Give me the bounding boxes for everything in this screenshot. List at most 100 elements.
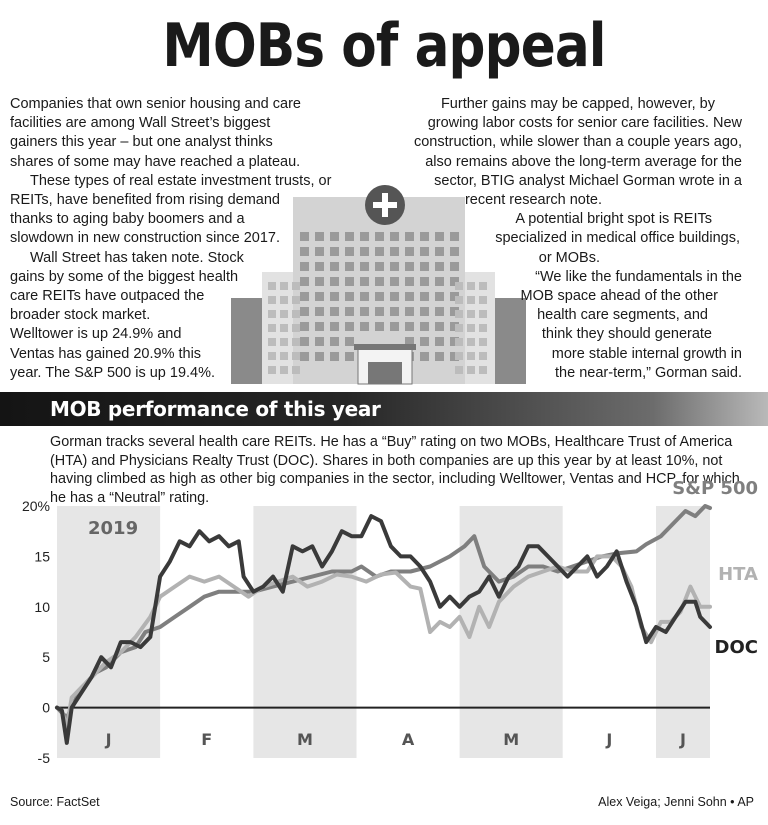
window [292,338,300,346]
left-line: Ventas has gained 20.9% this [10,345,202,362]
x-tick-label: F [201,730,212,749]
window [375,247,384,256]
right-wing-back [492,298,526,384]
window [435,247,444,256]
window [375,277,384,286]
window [280,352,288,360]
window [280,282,288,290]
window [315,307,324,316]
window [435,337,444,346]
window [375,292,384,301]
window [450,277,459,286]
right-line: A potential bright spot is REITs [515,211,712,228]
window [435,277,444,286]
right-line: also remains above the long-term average… [425,153,742,170]
window [467,352,475,360]
window [300,337,309,346]
window [360,307,369,316]
window [315,292,324,301]
window [268,352,276,360]
left-line: Welltower is up 24.9% and [10,326,182,343]
window [345,307,354,316]
window [300,247,309,256]
left-line: Wall Street has taken note. Stock [30,249,244,266]
right-line: specialized in medical office buildings, [495,230,740,247]
window [390,262,399,271]
window [435,307,444,316]
window [315,352,324,361]
window [450,322,459,331]
window [450,337,459,346]
y-tick-label: -5 [38,750,51,766]
right-line: Further gains may be capped, however, by [440,96,715,112]
window [360,232,369,241]
window [375,262,384,271]
chart-title: MOB performance of this year [50,397,381,421]
window [292,282,300,290]
right-line: health care segments, and [537,307,708,324]
window [345,247,354,256]
window [467,282,475,290]
window [375,232,384,241]
window [467,310,475,318]
window [479,310,487,318]
window [330,307,339,316]
credit-note: Alex Veiga; Jenni Sohn • AP [598,795,754,809]
window [330,232,339,241]
y-tick-label: 0 [42,700,50,716]
window [405,262,414,271]
left-line: thanks to aging baby boomers and a [10,211,245,228]
window [435,322,444,331]
window [420,322,429,331]
left-paragraph-1: Companies that own senior housing and ca… [10,96,301,170]
x-tick-label: J [679,730,686,749]
right-line: think they should generate [541,326,712,343]
window [280,296,288,304]
left-line: broader stock market. [10,307,151,324]
window [360,322,369,331]
window [300,322,309,331]
y-axis: 20% 15 10 5 0 -5 [22,498,710,766]
legend-sp500: S&P 500 [672,478,758,499]
chart-description: Gorman tracks several health care REITs.… [50,434,740,506]
window [420,292,429,301]
window [435,292,444,301]
window [479,352,487,360]
window [345,352,354,361]
window [330,292,339,301]
window [345,322,354,331]
source-note: Source: FactSet [10,795,100,809]
left-line: gains by some of the biggest health [10,268,239,285]
right-line: or MOBs. [538,249,600,266]
window [479,366,487,374]
window [435,262,444,271]
left-line: These types of real estate investment tr… [30,172,332,189]
window [479,282,487,290]
right-line: growing labor costs for senior care faci… [427,115,742,132]
window [280,310,288,318]
window [450,292,459,301]
left-line: REITs, have benefited from rising demand [10,192,280,209]
window [455,324,463,332]
chart-labels: J F M A M J J 2019 S&P 500 HTA DOC [88,478,758,749]
window [330,277,339,286]
window [455,310,463,318]
left-line: year. The S&P 500 is up 19.4%. [10,364,216,381]
window [315,277,324,286]
window [390,307,399,316]
window [315,262,324,271]
x-tick-label: A [402,730,415,749]
right-line: “We like the fundamentals in the [535,268,742,285]
window [405,247,414,256]
window [450,307,459,316]
window [360,247,369,256]
legend-hta: HTA [718,564,758,585]
window [330,247,339,256]
right-line: more stable internal growth in [551,345,742,362]
window [345,232,354,241]
window [420,247,429,256]
window [467,366,475,374]
right-line: the near-term,” Gorman said. [555,364,742,381]
y-tick-label: 20% [22,498,50,514]
